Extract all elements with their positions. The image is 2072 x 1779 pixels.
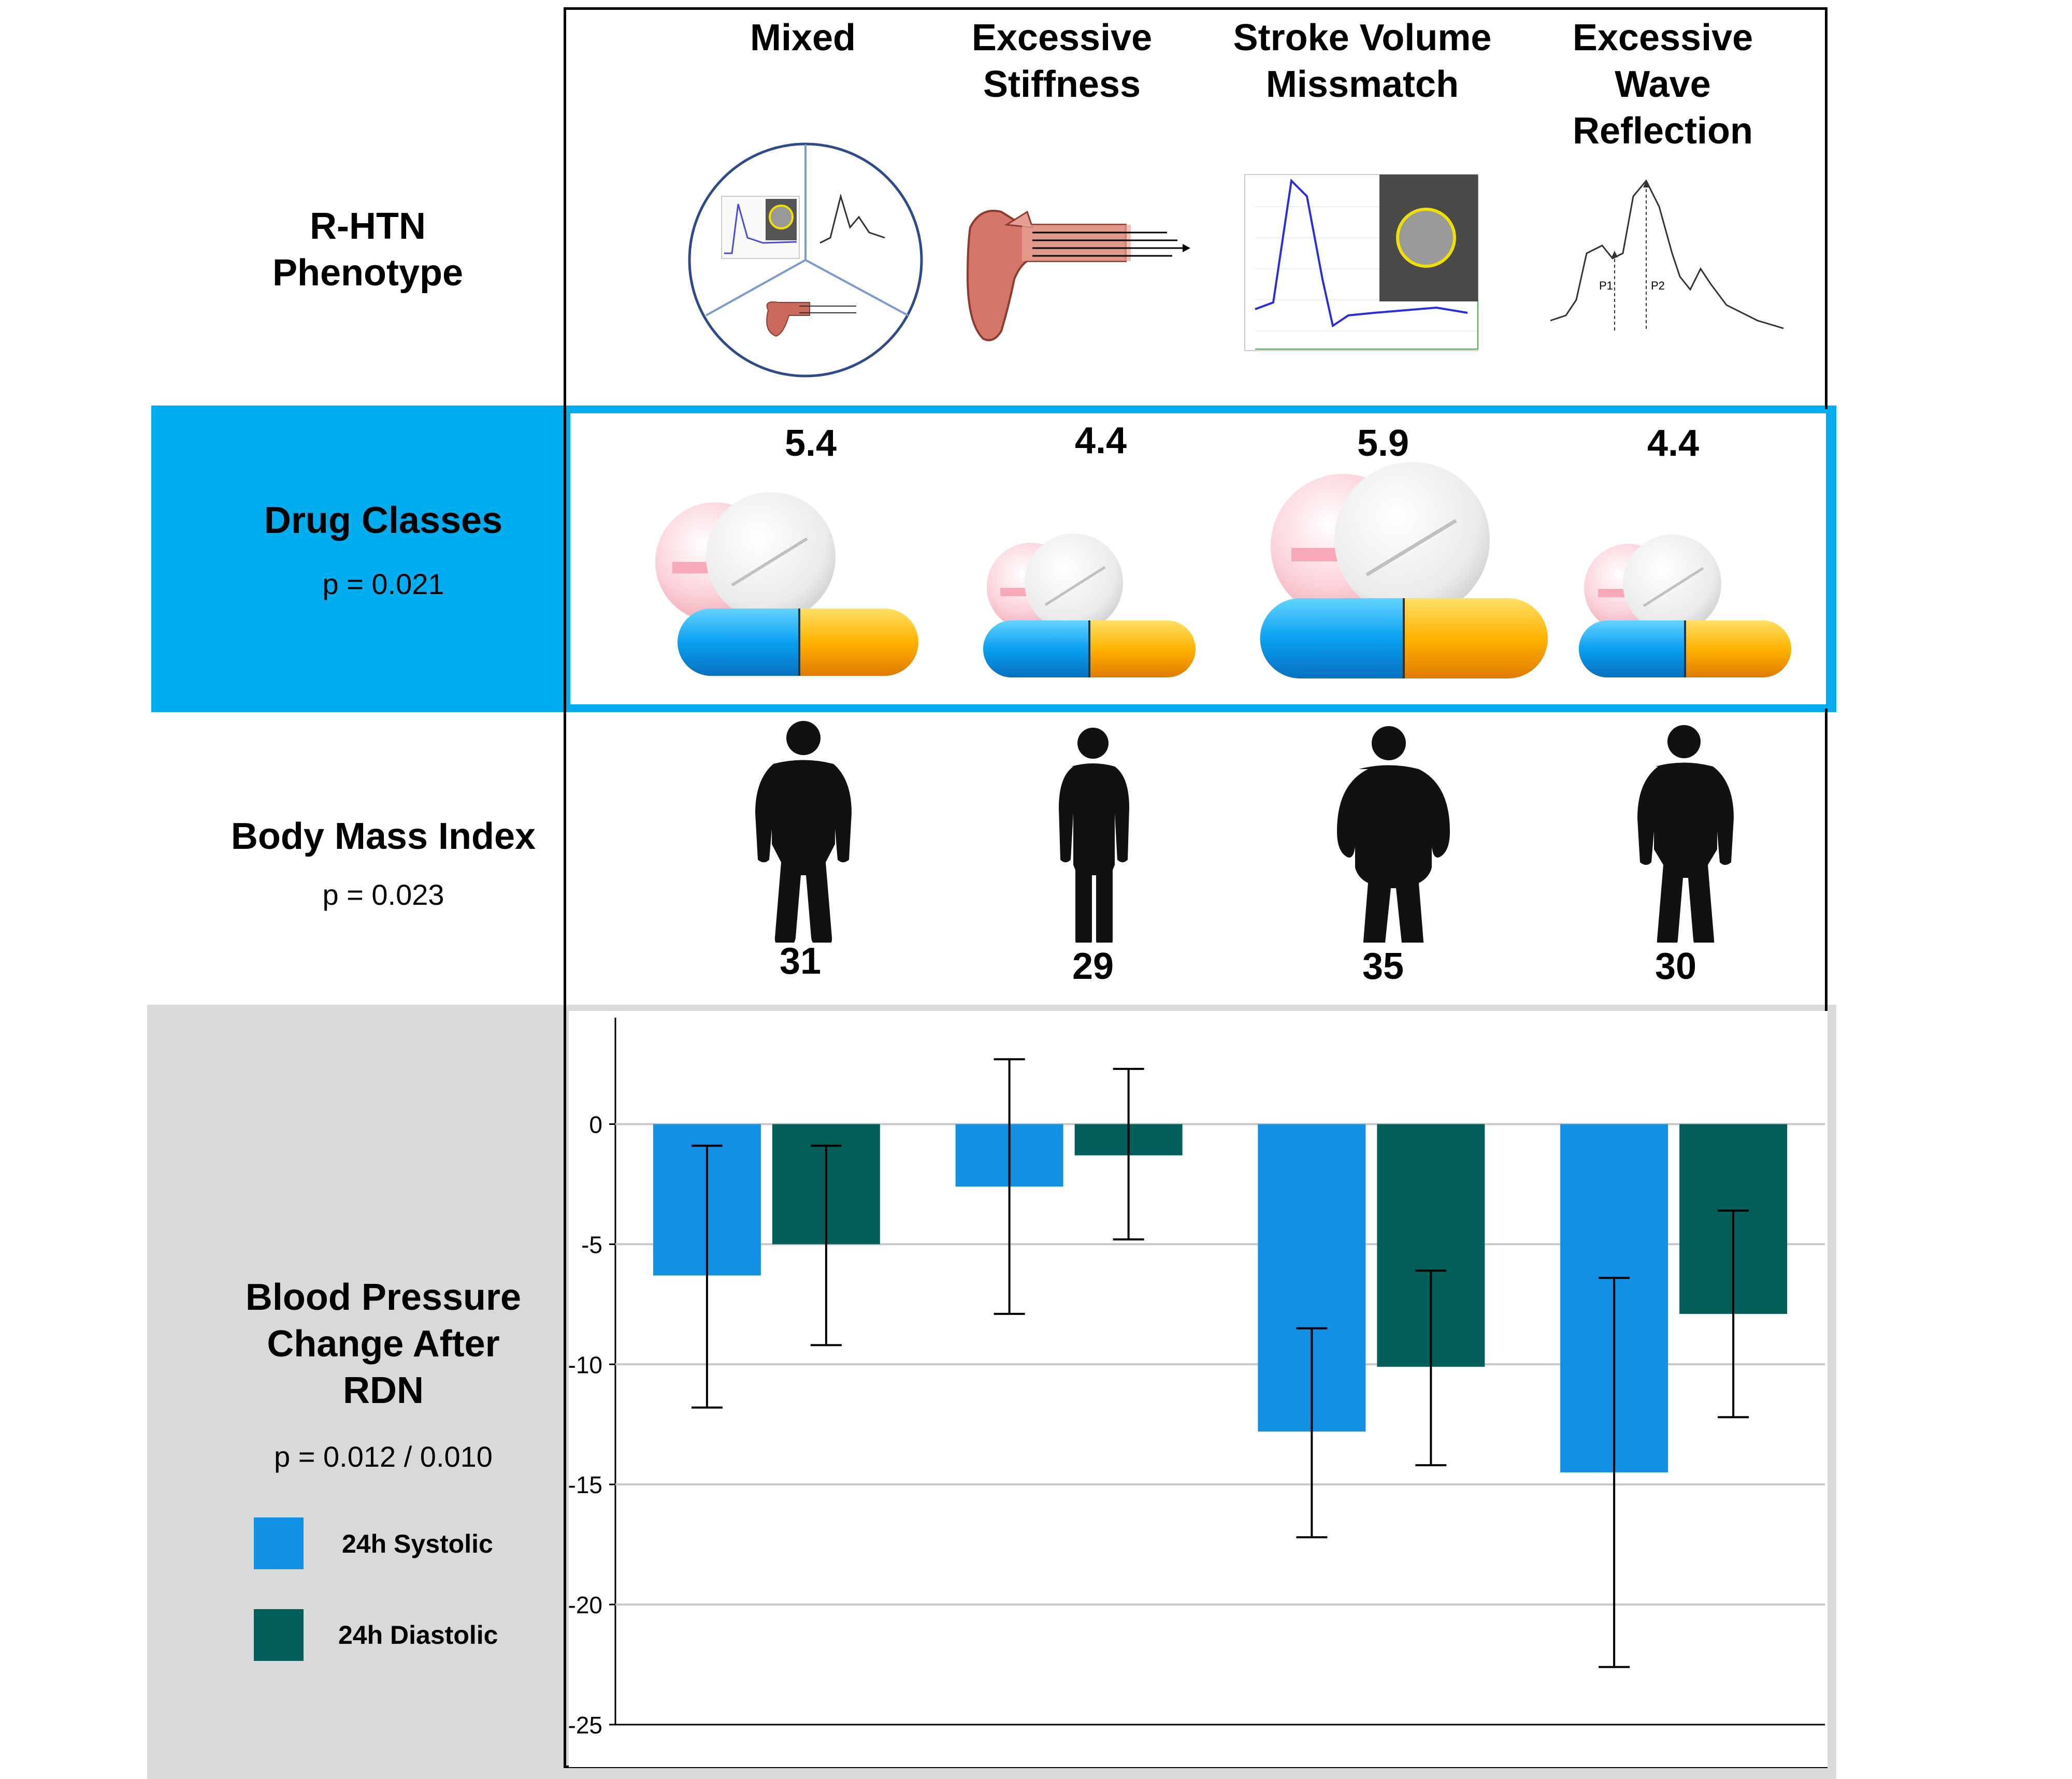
phenotype-header-mixed: Mixed [750,17,856,59]
y-tick-label: -15 [568,1471,602,1498]
row-title-bmi: Body Mass Index [231,816,536,857]
legend-swatch-systolic [254,1517,304,1569]
p-value-drug-classes: p = 0.021 [322,568,444,600]
person-icon-mixed [755,721,852,943]
drug-classes-sv-mismatch: 5.9 [1357,423,1409,464]
y-tick-label: 0 [589,1111,602,1138]
person-icon-wave-reflection [1637,725,1734,943]
sv-mismatch-illustration-icon [1244,174,1478,351]
wave-reflection-illustration-icon: P1 P2 [1550,179,1784,331]
p1-label: P1 [1599,279,1613,292]
y-tick-label: -10 [568,1351,602,1378]
drug-classes-wave-reflection: 4.4 [1647,423,1700,464]
row-title-drug-classes: Drug Classes [264,500,503,541]
y-tick-label: -25 [568,1712,602,1739]
p-value-bp-change: p = 0.012 / 0.010 [274,1440,493,1473]
row-title-bp-change: Blood Pressure Change After RDN [245,1277,522,1411]
phenotype-header-sv-mismatch: Stroke Volume Missmatch [1233,17,1492,105]
legend: 24h Systolic 24h Diastolic [254,1517,544,1673]
pill-icon-stiffness [983,533,1196,677]
p-value-bmi: p = 0.023 [322,878,444,911]
legend-label-diastolic: 24h Diastolic [338,1621,498,1650]
phenotype-header-stiffness: Excessive Stiffness [971,17,1153,105]
person-icon-sv-mismatch [1337,726,1450,943]
bmi-stiffness: 29 [1072,946,1114,987]
person-icon-stiffness [1059,728,1129,943]
y-tick-label: -20 [568,1592,602,1618]
phenotype-icons: P1 P2 [688,142,1784,378]
drug-classes-mixed: 5.4 [784,423,837,464]
legend-label-systolic: 24h Systolic [342,1529,493,1558]
row-title-phenotype: R-HTN Phenotype [272,206,464,294]
bmi-mixed: 31 [779,941,822,982]
pill-icon-wave-reflection [1579,534,1791,677]
bmi-sv-mismatch: 35 [1362,946,1404,987]
drug-classes-stiffness: 4.4 [1074,420,1127,461]
pill-icon-mixed [655,492,918,676]
mixed-illustration-icon [688,142,923,378]
pill-icon-sv-mismatch [1260,462,1548,678]
pill-icons [655,462,1791,678]
y-tick-label: -5 [581,1231,602,1258]
bmi-bg [566,712,1825,1005]
bmi-figures [755,721,1734,943]
bp-change-chart: 0 -5 -10 -15 -20 -25 [568,1018,1825,1739]
p2-label: P2 [1651,279,1665,292]
stiffness-illustration-icon [966,210,1190,341]
legend-swatch-diastolic [254,1609,304,1661]
bmi-wave-reflection: 30 [1654,946,1697,987]
phenotype-header-wave-reflection: Excessive Wave Reflection [1572,17,1753,152]
